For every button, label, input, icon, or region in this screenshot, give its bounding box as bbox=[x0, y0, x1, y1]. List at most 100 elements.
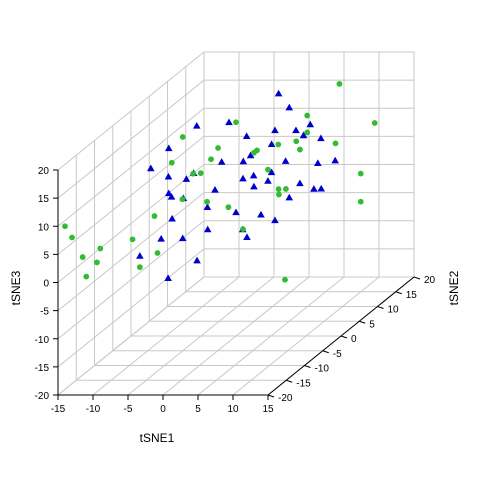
x-tick-label: -15 bbox=[51, 404, 66, 415]
triangle-point bbox=[203, 203, 212, 211]
x-tick-label: 0 bbox=[160, 404, 166, 415]
triangle-point bbox=[285, 193, 294, 201]
y-tick bbox=[286, 379, 293, 383]
triangle-point bbox=[271, 216, 279, 224]
triangle-point bbox=[331, 156, 339, 164]
circle-point bbox=[297, 146, 303, 153]
circle-point bbox=[215, 145, 221, 151]
y-tick-label: 20 bbox=[424, 275, 436, 286]
triangle-point bbox=[157, 235, 165, 242]
circle-point bbox=[136, 264, 143, 271]
triangle-point bbox=[299, 131, 308, 139]
z-tick-label: -15 bbox=[35, 363, 50, 374]
triangle-point bbox=[271, 126, 279, 134]
triangle-point bbox=[267, 140, 276, 148]
triangle-point bbox=[168, 214, 176, 222]
circle-point bbox=[275, 186, 282, 193]
circle-point bbox=[83, 273, 90, 280]
circle-point bbox=[151, 213, 158, 219]
y-axis-label: tSNE2 bbox=[447, 270, 461, 305]
circle-point bbox=[275, 141, 282, 148]
circle-point bbox=[251, 149, 257, 156]
triangle-point bbox=[239, 157, 248, 165]
triangle-point bbox=[164, 144, 173, 152]
triangle-point bbox=[285, 103, 294, 111]
circle-point bbox=[336, 81, 343, 87]
triangle-point bbox=[178, 234, 187, 242]
z-tick-label: 5 bbox=[43, 250, 49, 261]
circle-point bbox=[69, 234, 75, 241]
circle-point bbox=[233, 119, 239, 126]
triangle-point bbox=[182, 175, 191, 182]
triangle-point bbox=[317, 184, 325, 192]
y-tick bbox=[377, 306, 384, 309]
y-tick bbox=[322, 350, 329, 354]
y-tick bbox=[395, 291, 402, 295]
triangle-point bbox=[192, 121, 201, 129]
left-wall-gridline bbox=[57, 164, 205, 283]
circle-point bbox=[190, 170, 197, 177]
z-axis-label: tSNE3 bbox=[9, 270, 23, 305]
triangle-point bbox=[317, 134, 325, 142]
y-tick bbox=[413, 276, 421, 280]
x-tick-label: -10 bbox=[86, 404, 101, 415]
triangle-point bbox=[249, 171, 258, 179]
triangle-point bbox=[314, 159, 322, 167]
left-wall-gridline bbox=[57, 248, 205, 368]
z-tick-label: 15 bbox=[38, 194, 50, 205]
triangle-point bbox=[292, 126, 300, 134]
triangle-point bbox=[164, 189, 173, 197]
circle-point bbox=[179, 134, 186, 140]
triangle-point bbox=[281, 157, 290, 164]
triangle-point bbox=[267, 168, 276, 176]
circle-point bbox=[129, 236, 136, 243]
axis-layer: -15 -10 -5 0 5 10 15-20-15-10-505101520-20-15-… bbox=[35, 166, 436, 415]
triangle-point bbox=[232, 208, 240, 216]
y-tick-label: 0 bbox=[351, 334, 357, 345]
circle-point bbox=[282, 276, 288, 283]
triangle-point bbox=[310, 185, 318, 192]
x-tick-label: -5 bbox=[124, 404, 133, 415]
triangle-point bbox=[242, 132, 251, 140]
left-wall-gridline bbox=[57, 79, 205, 199]
triangle-point bbox=[274, 89, 283, 97]
triangle-point bbox=[264, 177, 272, 184]
triangle-point bbox=[243, 233, 251, 240]
x-tick-label: 15 bbox=[262, 404, 274, 415]
y-tick-label: 15 bbox=[406, 290, 418, 301]
z-tick-label: 0 bbox=[43, 279, 49, 290]
x-tick-label: 5 bbox=[195, 404, 201, 415]
y-tick-label: -5 bbox=[333, 349, 342, 360]
circle-point bbox=[357, 198, 364, 205]
circle-point bbox=[94, 259, 100, 266]
triangle-point bbox=[211, 185, 219, 193]
y-tick-label: 10 bbox=[388, 305, 400, 316]
circle-point bbox=[304, 129, 311, 136]
circle-point bbox=[154, 250, 161, 256]
z-tick-label: -10 bbox=[35, 335, 50, 346]
triangle-point bbox=[225, 118, 233, 126]
circle-point bbox=[283, 186, 289, 192]
y-tick-label: -20 bbox=[278, 393, 293, 404]
z-tick-label: -5 bbox=[40, 307, 49, 318]
grid-layer bbox=[57, 51, 415, 396]
y-tick bbox=[267, 394, 275, 398]
triangle-point bbox=[164, 172, 173, 180]
z-tick-label: 20 bbox=[38, 166, 50, 177]
triangle-point bbox=[203, 225, 212, 233]
circle-point bbox=[371, 120, 378, 126]
z-tick-label: 10 bbox=[38, 222, 50, 233]
circle-point bbox=[168, 159, 175, 166]
circle-point bbox=[179, 196, 186, 203]
left-wall-gridline bbox=[57, 51, 205, 171]
y-tick bbox=[340, 335, 348, 339]
triangle-point bbox=[250, 182, 258, 190]
triangle-point bbox=[136, 252, 144, 259]
triangle-point bbox=[217, 158, 226, 165]
circle-point bbox=[304, 112, 311, 119]
circle-point bbox=[265, 166, 271, 173]
z-tick-label: -20 bbox=[35, 391, 50, 402]
triangle-point bbox=[147, 164, 155, 172]
circle-point bbox=[197, 170, 204, 177]
circle-point bbox=[357, 170, 364, 177]
